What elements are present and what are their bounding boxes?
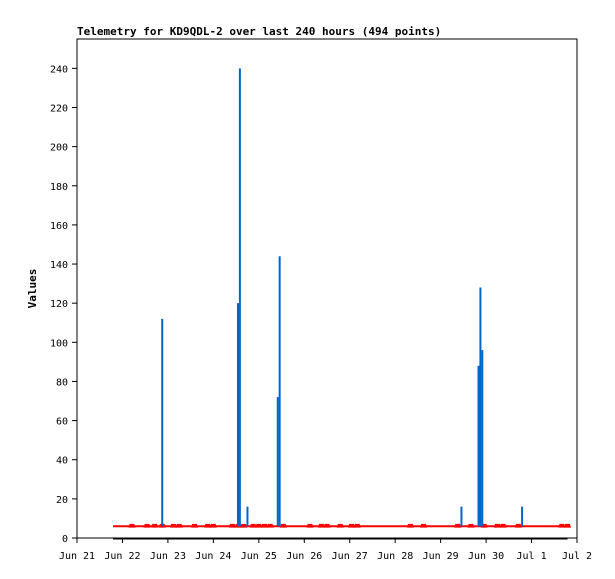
series-1-point bbox=[128, 523, 136, 528]
series-1-point bbox=[190, 523, 198, 528]
x-tick-label: Jun 29 bbox=[423, 551, 459, 562]
y-tick-label: 240 bbox=[50, 64, 68, 75]
x-tick-label: Jun 30 bbox=[468, 551, 504, 562]
y-tick-label: 220 bbox=[50, 103, 68, 114]
series-1-point bbox=[317, 523, 325, 528]
series-layer bbox=[112, 68, 572, 540]
series-1-point bbox=[255, 523, 263, 528]
series-1-point bbox=[499, 523, 507, 528]
series-1-point bbox=[514, 523, 522, 528]
y-axis: 0 20 40 60 80 100 120 140 160 180 200 220 240 bbox=[50, 64, 77, 545]
y-tick-label: 160 bbox=[50, 221, 68, 232]
x-axis: Jun 21 Jun 22 Jun 23 Jun 24 Jun 25 Jun 26 Jun … bbox=[59, 538, 592, 562]
y-axis-label: Values bbox=[26, 269, 39, 309]
x-tick-label: Jun 22 bbox=[104, 551, 140, 562]
series-1-point bbox=[454, 523, 462, 528]
series-1-point bbox=[209, 523, 217, 528]
y-tick-label: 180 bbox=[50, 182, 68, 193]
series-1-point bbox=[260, 523, 269, 528]
series-1-point bbox=[323, 523, 331, 528]
series-1-point bbox=[406, 523, 414, 528]
series-1-point bbox=[420, 523, 428, 528]
series-1-point bbox=[348, 523, 356, 528]
x-tick-label: Jun 21 bbox=[59, 551, 95, 562]
series-1-point bbox=[204, 523, 212, 528]
series-1-point bbox=[249, 523, 257, 528]
series-1-point bbox=[279, 523, 287, 528]
series-1-point bbox=[266, 523, 274, 528]
y-tick-label: 40 bbox=[56, 456, 68, 467]
y-tick-label: 120 bbox=[50, 299, 68, 310]
series-1-point bbox=[228, 523, 236, 528]
x-tick-label: Jun 28 bbox=[377, 551, 413, 562]
series-1-point bbox=[143, 523, 151, 528]
plot-frame bbox=[76, 38, 578, 539]
series-1-point bbox=[240, 523, 248, 528]
x-tick-label: Jun 23 bbox=[150, 551, 186, 562]
y-tick-label: 100 bbox=[50, 338, 68, 349]
y-tick-label: 20 bbox=[56, 495, 68, 506]
y-tick-label: 200 bbox=[50, 143, 68, 154]
series-1-point bbox=[306, 523, 314, 528]
series-1-point bbox=[336, 523, 344, 528]
series-1-point bbox=[151, 523, 159, 528]
series-1-point bbox=[175, 523, 183, 528]
series-1-point bbox=[353, 523, 361, 528]
x-tick-label: Jun 26 bbox=[286, 551, 322, 562]
x-tick-label: Jul 1 bbox=[516, 551, 546, 562]
y-tick-label: 80 bbox=[56, 377, 68, 388]
series-1-point bbox=[563, 523, 572, 528]
x-tick-label: Jul 2 bbox=[562, 551, 592, 562]
series-1-point bbox=[467, 523, 475, 528]
x-tick-label: Jun 25 bbox=[241, 551, 277, 562]
series-1-point bbox=[493, 523, 502, 528]
series-1-point bbox=[170, 523, 178, 528]
x-tick-label: Jun 24 bbox=[195, 551, 231, 562]
y-tick-label: 140 bbox=[50, 260, 68, 271]
y-tick-label: 60 bbox=[56, 417, 68, 428]
chart-title: Telemetry for KD9QDL-2 over last 240 hou… bbox=[77, 25, 441, 38]
series-1-point bbox=[558, 523, 566, 528]
x-tick-label: Jun 27 bbox=[332, 551, 368, 562]
y-tick-label: 0 bbox=[62, 534, 68, 545]
